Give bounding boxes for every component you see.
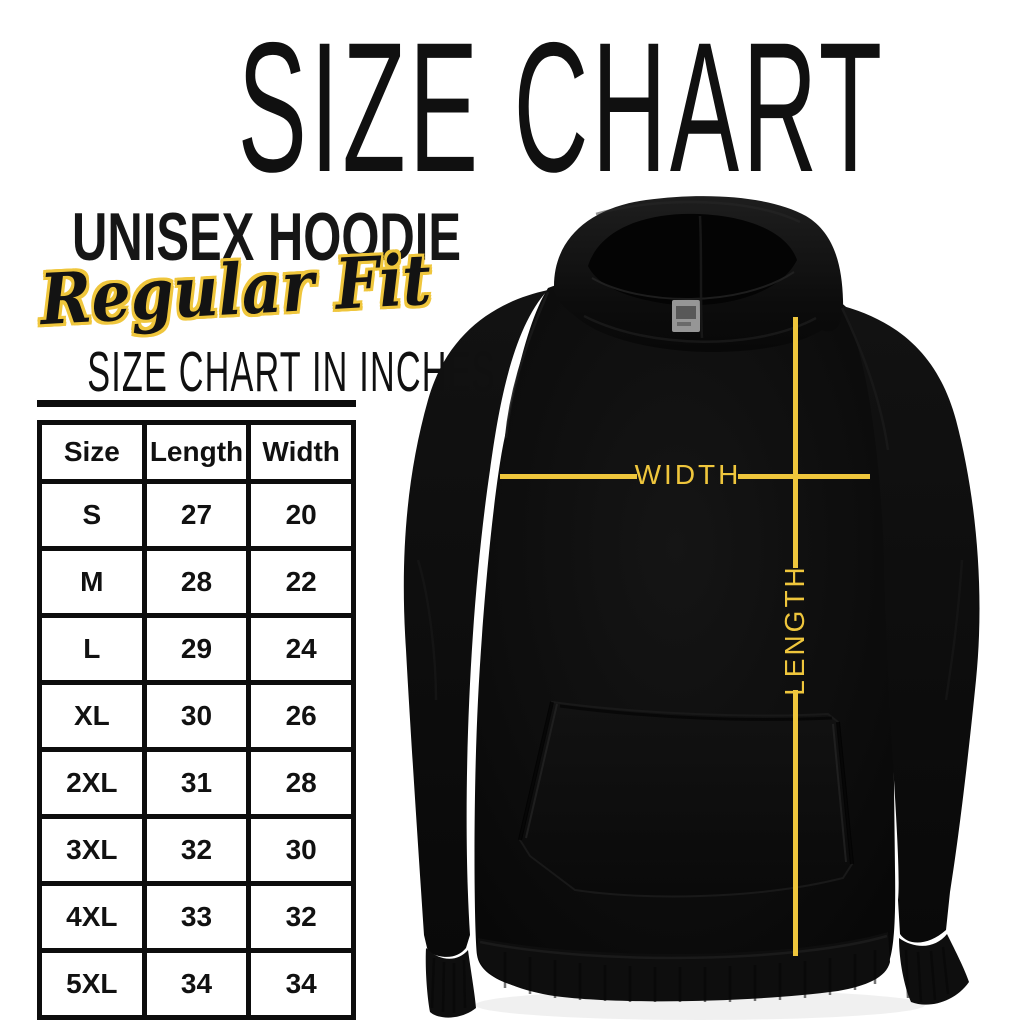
page-title: SIZE CHART xyxy=(237,5,886,211)
length-line-bottom xyxy=(793,690,798,956)
table-heading: SIZE CHART IN INCHES xyxy=(87,340,496,404)
size-table-wrap: Size Length Width S 27 20 M 28 22 L 29 24 XL 30 26 2XL 3… xyxy=(37,420,356,1020)
size-table-cell: 30 xyxy=(141,680,252,752)
size-table-cell: 5XL xyxy=(37,948,147,1020)
cuff-ribs xyxy=(430,946,950,1013)
width-line-right xyxy=(738,474,870,479)
size-table-cell: 28 xyxy=(246,747,356,819)
pocket-seams xyxy=(518,701,854,865)
size-table-cell: 27 xyxy=(141,479,252,551)
size-table-cell: L xyxy=(37,613,147,685)
size-table-row: 4XL 33 32 xyxy=(37,881,356,953)
size-table-cell: 31 xyxy=(141,747,252,819)
fit-heading: Regular Fit xyxy=(38,237,433,342)
size-table-row: XL 30 26 xyxy=(37,680,356,752)
size-table-cell: XL xyxy=(37,680,147,752)
size-table-cell: 22 xyxy=(246,546,356,618)
size-table-cell: S xyxy=(37,479,147,551)
right-cuff xyxy=(899,934,969,1005)
waistband-ribs xyxy=(503,950,877,1002)
size-table-row: S 27 20 xyxy=(37,479,356,551)
size-table-row: 2XL 31 28 xyxy=(37,747,356,819)
neck-tag xyxy=(672,300,700,332)
size-table-cell: 34 xyxy=(141,948,252,1020)
size-table-header-cell: Length xyxy=(141,420,252,484)
hood-inner-lip xyxy=(591,271,795,300)
waistband-seam xyxy=(479,934,888,960)
size-table-row: M 28 22 xyxy=(37,546,356,618)
seam-lines xyxy=(416,200,964,701)
size-table-header-cell: Width xyxy=(246,420,356,484)
size-table-cell: 24 xyxy=(246,613,356,685)
hood-opening xyxy=(588,213,797,306)
size-table-cell: 20 xyxy=(246,479,356,551)
size-table-cell: 30 xyxy=(246,814,356,886)
size-table-cell: 2XL xyxy=(37,747,147,819)
size-table-cell: 32 xyxy=(246,881,356,953)
left-sleeve xyxy=(403,290,548,957)
width-label: WIDTH xyxy=(634,459,742,490)
length-label: LENGTH xyxy=(779,564,810,696)
hoodie-illustration xyxy=(403,196,980,1020)
length-line-top xyxy=(793,317,798,568)
size-table-row: L 29 24 xyxy=(37,613,356,685)
size-table-header-cell: Size xyxy=(37,420,147,484)
size-table-row: 5XL 34 34 xyxy=(37,948,356,1020)
size-table-header-row: Size Length Width xyxy=(37,420,356,484)
right-sleeve xyxy=(836,304,980,943)
size-table-cell: 29 xyxy=(141,613,252,685)
size-table-cell: 32 xyxy=(141,814,252,886)
size-table-cell: M xyxy=(37,546,147,618)
size-table-cell: 34 xyxy=(246,948,356,1020)
size-table-cell: 33 xyxy=(141,881,252,953)
size-table-row: 3XL 32 30 xyxy=(37,814,356,886)
size-table-cell: 26 xyxy=(246,680,356,752)
size-table: Size Length Width S 27 20 M 28 22 L 29 24 XL 30 26 2XL 3… xyxy=(37,420,356,1020)
size-table-cell: 28 xyxy=(141,546,252,618)
size-table-cell: 3XL xyxy=(37,814,147,886)
table-heading-underline xyxy=(37,400,356,407)
kangaroo-pocket xyxy=(518,700,854,898)
size-table-cell: 4XL xyxy=(37,881,147,953)
width-line-left xyxy=(500,474,637,479)
